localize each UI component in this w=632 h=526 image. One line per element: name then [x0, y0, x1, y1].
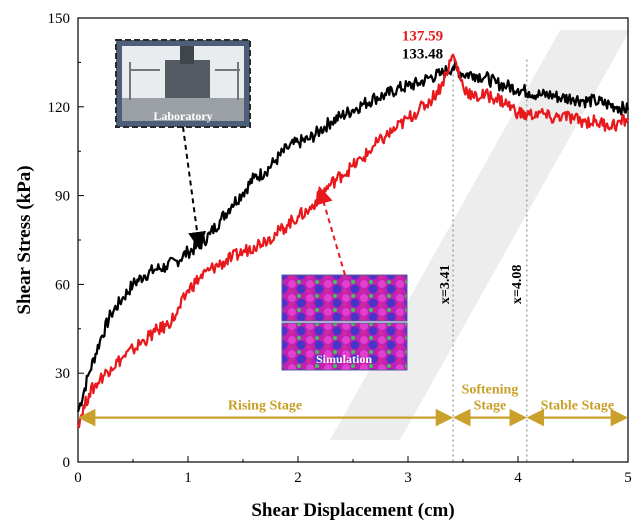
laboratory-inset: Laboratory — [115, 39, 251, 128]
y-axis-title: Shear Stress (kPa) — [14, 165, 35, 314]
x-tick-label: 1 — [184, 470, 192, 486]
series-layer — [76, 53, 630, 429]
y-tick-label: 120 — [48, 100, 71, 116]
ticks-layer: 0 1 2 3 4 5 0 30 60 90 120 150 — [48, 11, 632, 486]
y-tick-label: 90 — [55, 189, 70, 205]
stage-label-stable: Stable Stage — [541, 399, 615, 414]
x-tick-label: 0 — [74, 470, 82, 486]
vline-x-408-label: x=4.08 — [510, 265, 525, 304]
peak-label-simulation: 137.59 — [402, 29, 443, 45]
stage-label-softening: Softening — [462, 383, 519, 398]
laboratory-pointer-arrow — [182, 126, 207, 250]
peak-label-laboratory: 133.48 — [402, 47, 443, 63]
x-tick-label: 3 — [404, 470, 412, 486]
x-tick-label: 5 — [624, 470, 632, 486]
x-tick-label: 4 — [514, 470, 522, 486]
series-line-simulation — [76, 53, 630, 429]
x-axis-title: Shear Displacement (cm) — [251, 500, 454, 521]
y-tick-label: 150 — [48, 11, 71, 27]
simulation-inset-label: Simulation — [316, 352, 372, 366]
watermark-shape — [330, 30, 630, 440]
y-tick-label: 60 — [55, 277, 70, 293]
y-tick-label: 0 — [63, 455, 71, 471]
stage-label-rising: Rising Stage — [228, 399, 302, 414]
stage-label-softening-line2: Stage — [474, 399, 507, 414]
y-tick-label: 30 — [55, 366, 70, 382]
simulation-pointer-arrow — [315, 185, 346, 276]
x-tick-label: 2 — [294, 470, 302, 486]
series-line-laboratory — [76, 60, 630, 413]
laboratory-inset-label: Laboratory — [153, 109, 212, 123]
vline-x-341-label: x=3.41 — [438, 265, 453, 304]
simulation-inset: Simulation — [281, 274, 408, 371]
